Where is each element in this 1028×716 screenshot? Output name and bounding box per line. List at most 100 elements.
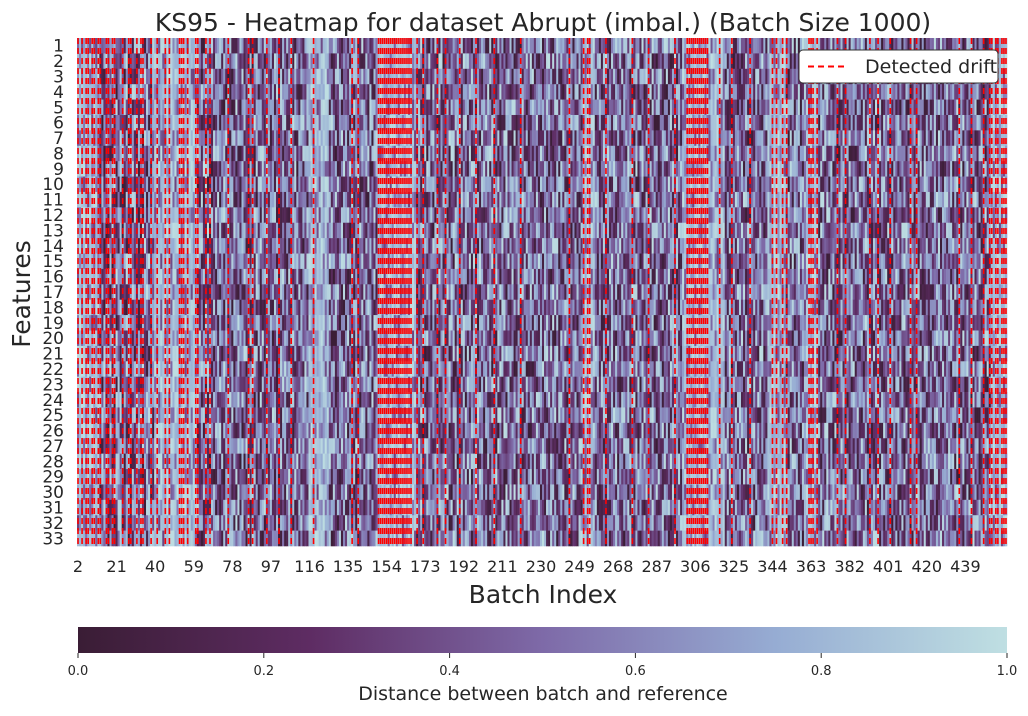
- heatmap-cell: [231, 268, 234, 285]
- heatmap-cell: [109, 253, 112, 270]
- heatmap-cell: [168, 268, 171, 285]
- heatmap-cell: [91, 407, 94, 424]
- heatmap-cell: [371, 130, 374, 147]
- heatmap-cell: [326, 284, 330, 300]
- heatmap-cell: [223, 499, 226, 516]
- heatmap-cell: [231, 161, 234, 177]
- heatmap-cell: [359, 145, 362, 162]
- heatmap-cell: [168, 438, 171, 454]
- heatmap-cell: [371, 515, 374, 531]
- heatmap-cell: [95, 176, 98, 193]
- heatmap-cell: [361, 392, 364, 408]
- heatmap-cell: [144, 484, 147, 501]
- heatmap-cell: [286, 268, 289, 285]
- heatmap-cell: [310, 453, 313, 470]
- heatmap-cell: [312, 238, 315, 254]
- heatmap-cell: [83, 191, 86, 208]
- heatmap-cell: [211, 345, 214, 362]
- heatmap-cell: [158, 484, 161, 501]
- heatmap-cell: [365, 422, 368, 439]
- heatmap-cell: [198, 315, 202, 331]
- heatmap-cell: [257, 469, 261, 485]
- heatmap-cell: [79, 99, 82, 116]
- heatmap-cell: [211, 268, 214, 285]
- heatmap-cell: [103, 361, 106, 377]
- heatmap-cell: [371, 145, 374, 162]
- heatmap-cell: [168, 469, 171, 485]
- heatmap-cell: [158, 422, 161, 439]
- heatmap-cell: [336, 284, 340, 300]
- heatmap-cell: [146, 422, 149, 439]
- heatmap-cell: [162, 299, 165, 316]
- heatmap-cell: [184, 268, 187, 285]
- heatmap-cell: [99, 176, 102, 193]
- heatmap-cell: [95, 253, 98, 270]
- heatmap-cell: [367, 330, 370, 347]
- heatmap-cell: [367, 530, 370, 547]
- heatmap-cell: [247, 407, 250, 424]
- heatmap-cell: [127, 268, 131, 285]
- heatmap-cell: [154, 222, 157, 239]
- heatmap-cell: [141, 38, 145, 54]
- heatmap-cell: [367, 191, 370, 208]
- heatmap-cell: [334, 407, 338, 424]
- heatmap-cell: [304, 114, 307, 131]
- heatmap-cell: [280, 191, 283, 208]
- heatmap-cell: [324, 191, 328, 208]
- heatmap-cell: [170, 407, 173, 424]
- heatmap-cell: [172, 268, 175, 285]
- heatmap-cell: [115, 38, 118, 54]
- heatmap-cell: [133, 68, 137, 85]
- heatmap-cell: [233, 438, 236, 454]
- heatmap-cell: [361, 68, 364, 85]
- heatmap-cell: [211, 38, 214, 54]
- heatmap-cell: [125, 499, 129, 516]
- heatmap-cell: [302, 38, 305, 54]
- heatmap-cell: [131, 315, 135, 331]
- heatmap-cell: [206, 207, 210, 224]
- heatmap-cell: [133, 145, 137, 162]
- heatmap-cell: [188, 484, 192, 501]
- heatmap-cell: [217, 453, 220, 470]
- heatmap-cell: [332, 207, 336, 224]
- heatmap-cell: [202, 438, 206, 454]
- heatmap-cell: [79, 515, 82, 531]
- heatmap-cell: [265, 407, 269, 424]
- heatmap-cell: [152, 530, 155, 547]
- heatmap-cell: [125, 315, 129, 331]
- heatmap-cell: [89, 191, 92, 208]
- heatmap-cell: [247, 207, 250, 224]
- heatmap-cell: [294, 176, 297, 193]
- heatmap-cell: [280, 68, 283, 85]
- heatmap-cell: [107, 176, 110, 193]
- heatmap-cell: [304, 392, 307, 408]
- heatmap-cell: [101, 222, 104, 239]
- heatmap-cell: [172, 530, 175, 547]
- heatmap-cell: [190, 268, 194, 285]
- heatmap-cell: [192, 53, 196, 70]
- heatmap-cell: [241, 315, 244, 331]
- heatmap-cell: [349, 176, 352, 193]
- heatmap-cell: [276, 38, 279, 54]
- heatmap-cell: [306, 284, 309, 300]
- heatmap-cell: [174, 238, 177, 254]
- heatmap-cell: [359, 469, 362, 485]
- heatmap-cell: [312, 268, 315, 285]
- heatmap-cell: [176, 438, 179, 454]
- heatmap-cell: [255, 407, 259, 424]
- heatmap-cell: [213, 315, 216, 331]
- heatmap-cell: [343, 268, 346, 285]
- heatmap-cell: [314, 130, 317, 147]
- heatmap-cell: [129, 207, 133, 224]
- heatmap-cell: [206, 253, 210, 270]
- heatmap-cell: [219, 161, 222, 177]
- heatmap-cell: [109, 453, 112, 470]
- heatmap-cell: [369, 499, 372, 516]
- heatmap-cell: [286, 515, 289, 531]
- heatmap-cell: [152, 207, 155, 224]
- heatmap-cell: [217, 53, 220, 70]
- heatmap-cell: [351, 299, 354, 316]
- heatmap-cell: [198, 145, 202, 162]
- heatmap-cell: [334, 114, 338, 131]
- heatmap-cell: [95, 330, 98, 347]
